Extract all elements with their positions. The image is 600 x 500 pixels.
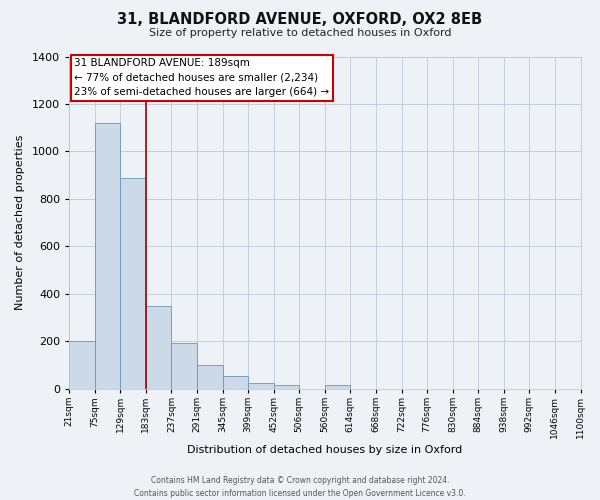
- Bar: [95, 123, 120, 389]
- Bar: [69, 342, 95, 389]
- Text: Contains HM Land Registry data © Crown copyright and database right 2024.
Contai: Contains HM Land Registry data © Crown c…: [134, 476, 466, 498]
- Text: Size of property relative to detached houses in Oxford: Size of property relative to detached ho…: [149, 28, 451, 38]
- Bar: [248, 383, 274, 389]
- Text: 31 BLANDFORD AVENUE: 189sqm
← 77% of detached houses are smaller (2,234)
23% of : 31 BLANDFORD AVENUE: 189sqm ← 77% of det…: [74, 58, 329, 97]
- Bar: [223, 376, 248, 389]
- Bar: [197, 365, 223, 389]
- Bar: [274, 386, 299, 389]
- X-axis label: Distribution of detached houses by size in Oxford: Distribution of detached houses by size …: [187, 445, 463, 455]
- Bar: [146, 306, 172, 389]
- Bar: [325, 386, 350, 389]
- Y-axis label: Number of detached properties: Number of detached properties: [15, 135, 25, 310]
- Bar: [172, 342, 197, 389]
- Text: 31, BLANDFORD AVENUE, OXFORD, OX2 8EB: 31, BLANDFORD AVENUE, OXFORD, OX2 8EB: [118, 12, 482, 28]
- Bar: [120, 178, 146, 389]
